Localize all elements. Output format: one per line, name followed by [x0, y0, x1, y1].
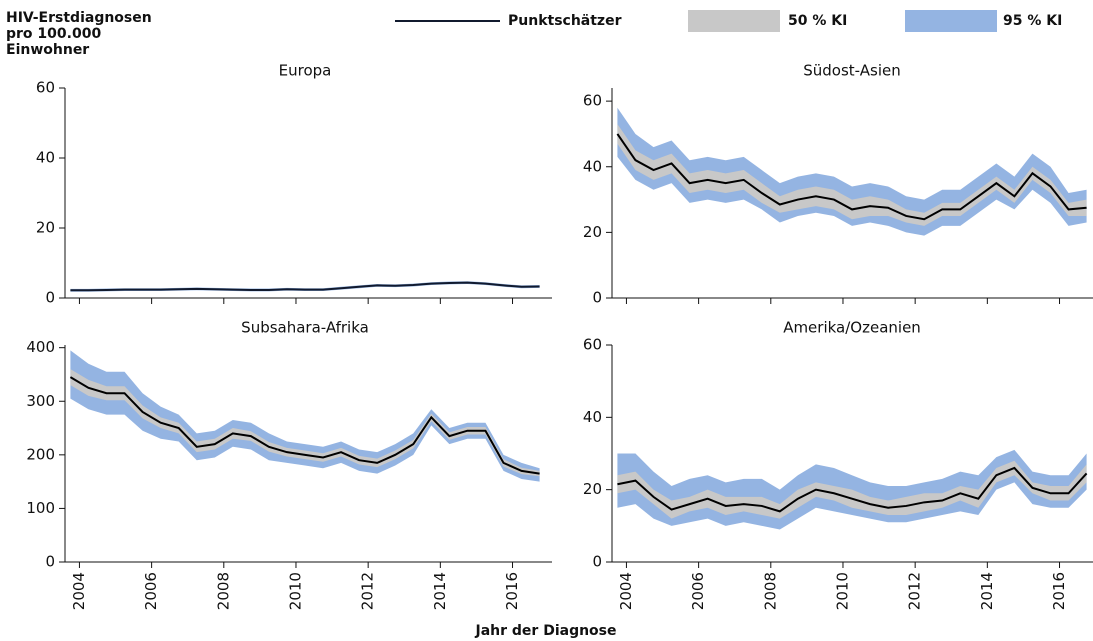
y-tick-label: 300	[26, 392, 55, 410]
y-tick-label: 40	[36, 149, 55, 167]
y-tick-label: 0	[45, 553, 55, 571]
x-tick-label: 2016	[1050, 572, 1068, 610]
x-tick-label: 2012	[359, 572, 377, 610]
point-estimate-line	[616, 133, 1087, 221]
y-tick-label: 60	[583, 336, 602, 354]
x-tick-label: 2004	[617, 572, 635, 610]
ci-band	[617, 124, 1087, 226]
x-tick-label: 2010	[833, 572, 851, 610]
legend-swatch	[905, 10, 997, 32]
y-axis-label: HIV-Erstdiagnosen	[6, 10, 152, 26]
y-tick-label: 20	[583, 480, 602, 498]
y-tick-label: 40	[583, 408, 602, 426]
legend-label: 95 % KI	[1003, 13, 1062, 29]
x-tick-label: 2014	[978, 572, 996, 610]
panel-title: Europa	[279, 62, 332, 80]
ci-band	[70, 350, 540, 482]
x-tick-label: 2008	[761, 572, 779, 610]
point-estimate-line	[70, 281, 540, 292]
x-tick-label: 2006	[142, 572, 160, 610]
y-tick-label: 20	[583, 223, 602, 241]
legend-label: Punktschätzer	[508, 13, 622, 29]
point-estimate-line	[69, 376, 540, 475]
y-tick-label: 60	[583, 92, 602, 110]
x-tick-label: 2012	[906, 572, 924, 610]
panel-title: Amerika/Ozeanien	[783, 319, 921, 337]
y-tick-label: 400	[26, 338, 55, 356]
x-tick-label: 2006	[689, 572, 707, 610]
y-tick-label: 0	[45, 289, 55, 307]
legend-label: 50 % KI	[788, 13, 847, 29]
x-tick-label: 2008	[214, 572, 232, 610]
y-tick-label: 0	[592, 289, 602, 307]
point-estimate-line	[617, 466, 1088, 513]
x-tick-label: 2016	[503, 572, 521, 610]
x-tick-label: 2014	[431, 572, 449, 610]
x-axis-label: Jahr der Diagnose	[475, 623, 617, 639]
y-tick-label: 60	[36, 79, 55, 97]
x-tick-label: 2010	[286, 572, 304, 610]
y-tick-label: 20	[36, 219, 55, 237]
legend-swatch	[688, 10, 780, 32]
y-tick-label: 100	[26, 499, 55, 517]
x-tick-label: 2004	[70, 572, 88, 610]
y-axis-label: Einwohner	[6, 42, 89, 58]
y-tick-label: 200	[26, 445, 55, 463]
panel-title: Subsahara-Afrika	[241, 319, 369, 337]
y-axis-label: pro 100.000	[6, 26, 101, 42]
y-tick-label: 40	[583, 157, 602, 175]
panel-title: Südost-Asien	[803, 62, 901, 80]
y-tick-label: 0	[592, 553, 602, 571]
